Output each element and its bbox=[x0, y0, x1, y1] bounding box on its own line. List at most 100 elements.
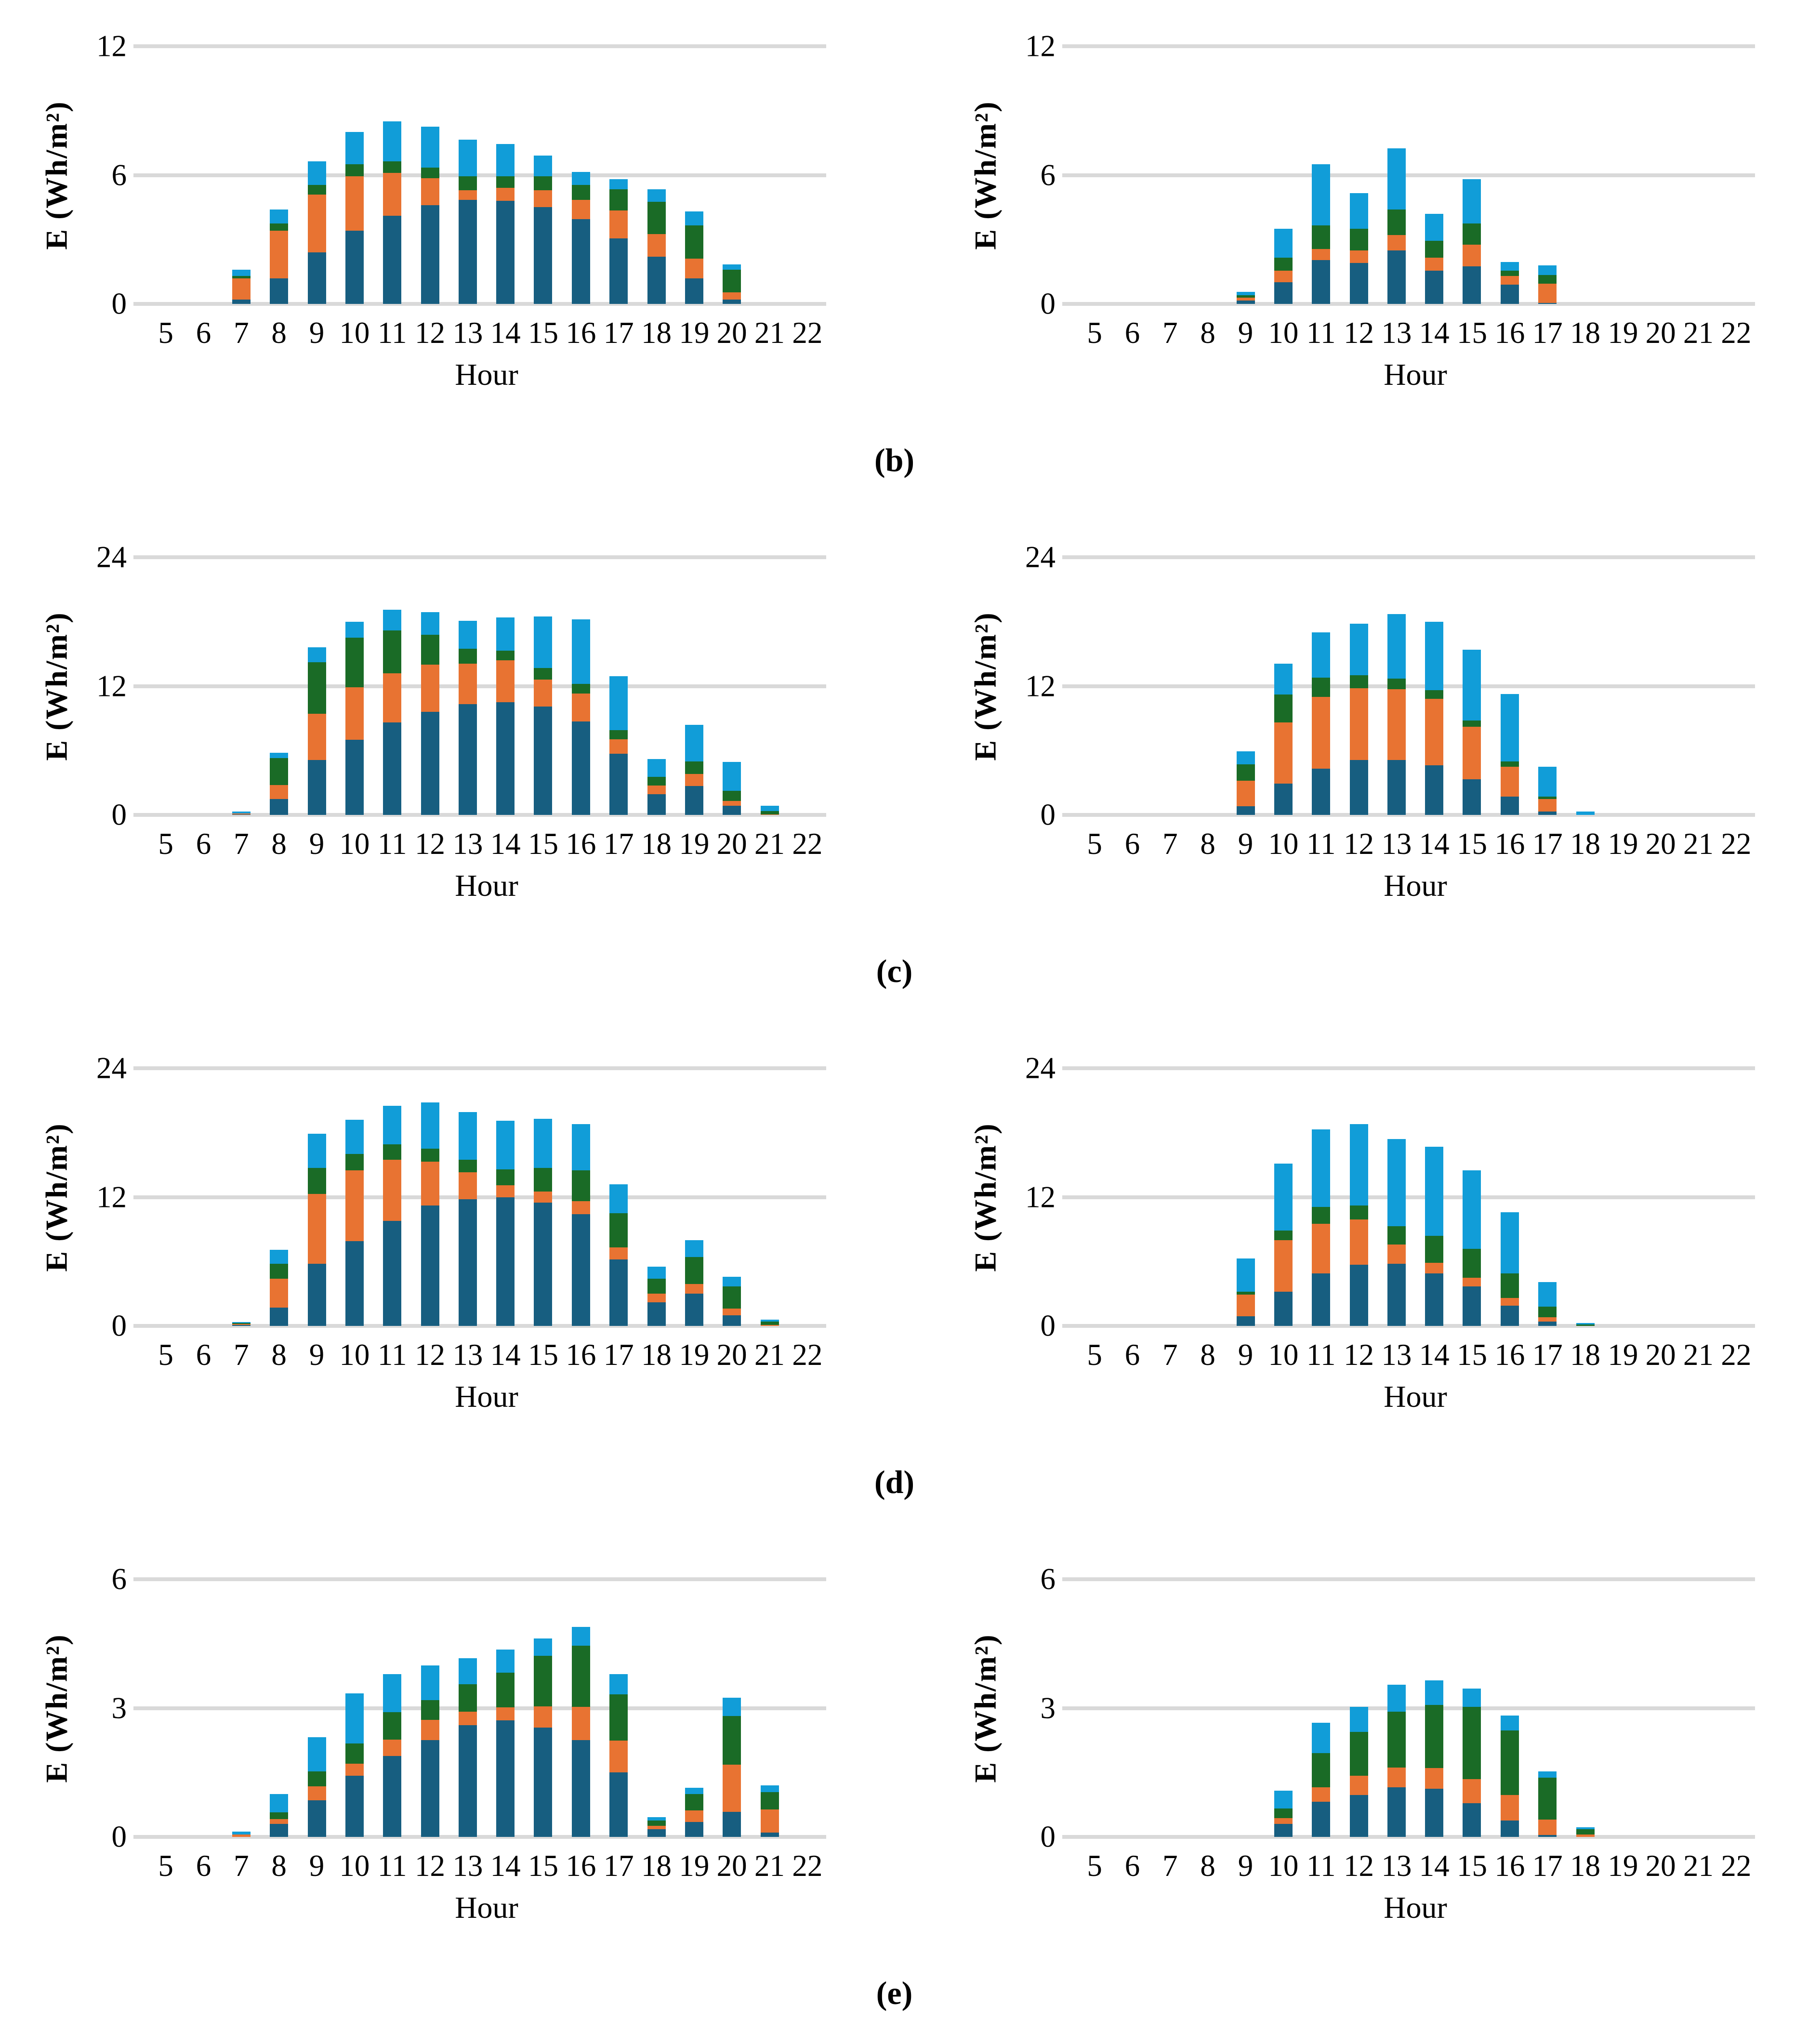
x-tick-label: 9 bbox=[309, 316, 325, 350]
x-tick-label: 18 bbox=[641, 1849, 672, 1883]
y-tick-label: 24 bbox=[1025, 540, 1056, 574]
bar-segment-light-blue bbox=[421, 1665, 439, 1701]
y-axis-label-cell: E (Wh/m²) bbox=[34, 1068, 79, 1326]
x-tick-label: 14 bbox=[490, 316, 521, 350]
x-tick-label: 20 bbox=[716, 1338, 747, 1372]
x-tick-label: 8 bbox=[1200, 827, 1215, 861]
bar-segment-light-blue bbox=[1538, 766, 1557, 797]
bar-segment-dark-green bbox=[609, 189, 628, 211]
x-tick-label: 16 bbox=[1494, 1849, 1525, 1883]
figure-label-row: (c) bbox=[14, 920, 1774, 1022]
bar-segment-light-blue bbox=[496, 144, 515, 176]
bar-segment-dark-blue bbox=[458, 199, 477, 304]
bar-segment-dark-green bbox=[534, 668, 553, 680]
x-axis-label-cell: Hour bbox=[147, 1881, 826, 1934]
bar-segment-orange bbox=[647, 1825, 666, 1829]
x-tick-label: 17 bbox=[603, 316, 634, 350]
bar-segment-orange bbox=[723, 292, 741, 300]
bar-segment-dark-blue bbox=[647, 794, 666, 815]
bar-segment-dark-green bbox=[1387, 678, 1406, 690]
bar-segment-dark-blue bbox=[383, 722, 402, 815]
bar-segment-orange bbox=[1463, 1277, 1481, 1286]
bar-stack-hour-18 bbox=[647, 759, 666, 815]
bar-segment-light-blue bbox=[232, 1322, 251, 1323]
bar-segment-orange bbox=[685, 1810, 703, 1822]
bar-stack-hour-9 bbox=[1236, 1258, 1255, 1326]
x-tick-label: 11 bbox=[1306, 1338, 1336, 1372]
bar-segment-orange bbox=[1349, 1219, 1368, 1265]
x-tick-label: 19 bbox=[1608, 827, 1638, 861]
bar-segment-orange bbox=[1500, 1298, 1519, 1306]
bar-segment-dark-green bbox=[571, 1646, 590, 1707]
gridline bbox=[1062, 1577, 1755, 1581]
figure-label-d: (d) bbox=[874, 1463, 915, 1500]
bar-segment-light-blue bbox=[1312, 632, 1331, 678]
bar-segment-dark-green bbox=[1538, 275, 1557, 284]
plot-area bbox=[1062, 1577, 1755, 1839]
bar-segment-dark-blue bbox=[1387, 1263, 1406, 1326]
bar-stack-hour-9 bbox=[307, 647, 326, 815]
bar-segment-dark-green bbox=[345, 164, 364, 176]
x-axis-label-cell: Hour bbox=[1076, 1881, 1755, 1934]
gridline bbox=[133, 1835, 826, 1839]
bar-segment-dark-green bbox=[1274, 258, 1293, 271]
bar-segment-dark-blue bbox=[496, 201, 515, 304]
x-tick-label: 6 bbox=[1124, 1849, 1140, 1883]
figure-label-b: (b) bbox=[874, 441, 915, 478]
bar-stack-hour-12 bbox=[421, 612, 439, 815]
bar-segment-light-blue bbox=[723, 1698, 741, 1716]
bar-stack-hour-9 bbox=[307, 161, 326, 304]
bar-segment-light-blue bbox=[723, 264, 741, 270]
bar-segment-dark-green bbox=[1576, 1829, 1595, 1834]
gridline bbox=[133, 44, 826, 48]
x-tick-label: 11 bbox=[377, 1338, 407, 1372]
y-axis-label: E (Wh/m²) bbox=[968, 1633, 1003, 1783]
bar-segment-orange bbox=[458, 663, 477, 705]
bar-segment-light-blue bbox=[458, 620, 477, 649]
x-tick-label: 17 bbox=[603, 1338, 634, 1372]
bar-segment-light-blue bbox=[307, 647, 326, 663]
bar-segment-light-blue bbox=[1236, 751, 1255, 765]
bar-segment-light-blue bbox=[609, 1674, 628, 1694]
bar-stack-hour-14 bbox=[496, 617, 515, 815]
bar-segment-light-blue bbox=[232, 1832, 251, 1834]
x-axis-label: Hour bbox=[1384, 357, 1447, 392]
figure-label-row: (d) bbox=[14, 1431, 1774, 1533]
x-tick-label: 13 bbox=[1381, 827, 1412, 861]
bar-segment-dark-blue bbox=[1538, 812, 1557, 815]
bar-segment-dark-blue bbox=[1538, 1322, 1557, 1326]
bar-segment-light-blue bbox=[1500, 262, 1519, 271]
bar-stack-hour-20 bbox=[723, 264, 741, 304]
x-tick-label: 15 bbox=[1456, 827, 1487, 861]
bar-segment-orange bbox=[1538, 283, 1557, 303]
bar-segment-dark-blue bbox=[571, 219, 590, 304]
bar-stack-hour-11 bbox=[383, 121, 402, 304]
bar-segment-orange bbox=[1349, 688, 1368, 760]
bar-segment-light-blue bbox=[307, 161, 326, 185]
y-axis-label-cell: E (Wh/m²) bbox=[34, 46, 79, 304]
bar-segment-dark-green bbox=[760, 1322, 779, 1325]
bar-segment-dark-blue bbox=[270, 278, 289, 304]
x-tick-label: 12 bbox=[414, 827, 445, 861]
bar-stack-hour-17 bbox=[1538, 1771, 1557, 1837]
y-tick-label: 12 bbox=[96, 29, 127, 63]
x-tick-label: 20 bbox=[1645, 1338, 1676, 1372]
figure-label-c: (c) bbox=[876, 952, 913, 989]
bar-segment-dark-green bbox=[723, 790, 741, 801]
bar-segment-orange bbox=[345, 687, 364, 740]
x-tick-label: 8 bbox=[1200, 1338, 1215, 1372]
bar-stack-hour-10 bbox=[345, 132, 364, 304]
bar-segment-dark-blue bbox=[345, 231, 364, 304]
bar-stack-hour-11 bbox=[1312, 632, 1331, 815]
x-tick-label: 17 bbox=[1532, 1849, 1563, 1883]
bar-segment-orange bbox=[685, 1284, 703, 1294]
x-axis-label: Hour bbox=[1384, 868, 1447, 903]
y-tick-label: 0 bbox=[1040, 287, 1056, 321]
x-tick-label: 14 bbox=[1419, 1849, 1450, 1883]
bar-segment-orange bbox=[647, 234, 666, 257]
y-axis-label: E (Wh/m²) bbox=[968, 100, 1003, 250]
y-axis-ticks: 0 6 12 bbox=[1008, 31, 1076, 319]
y-tick-label: 6 bbox=[1040, 158, 1056, 192]
bar-segment-dark-blue bbox=[1274, 1291, 1293, 1326]
bar-stack-hour-20 bbox=[723, 1698, 741, 1837]
